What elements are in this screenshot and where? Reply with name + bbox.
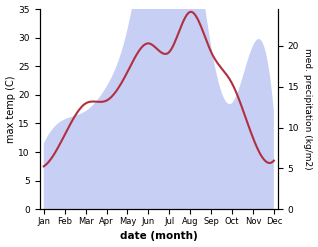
Y-axis label: max temp (C): max temp (C) — [5, 75, 16, 143]
Y-axis label: med. precipitation (kg/m2): med. precipitation (kg/m2) — [303, 48, 313, 170]
X-axis label: date (month): date (month) — [120, 231, 198, 242]
